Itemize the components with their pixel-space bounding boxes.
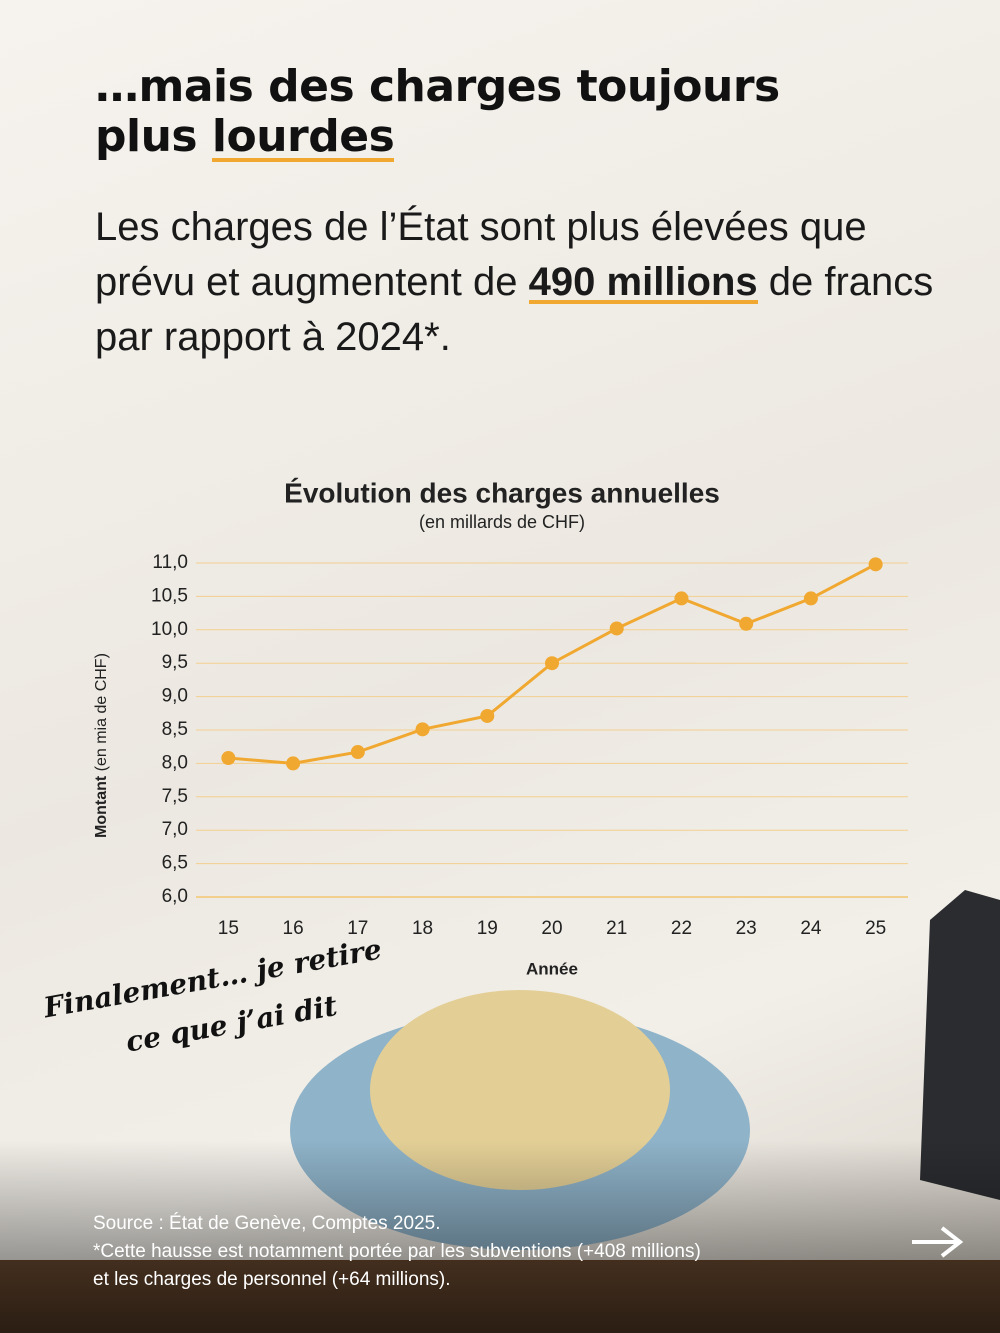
x-tick-label: 19 [477,918,498,939]
y-tick-label: 8,0 [162,752,188,773]
x-tick-label: 24 [800,918,822,939]
x-tick-label: 16 [283,918,304,939]
chart-subtitle: (en millards de CHF) [419,512,585,532]
y-tick-label: 9,5 [162,652,188,673]
data-point [674,591,689,606]
data-point [350,745,365,760]
chart-title: Évolution des charges annuelles [284,477,720,508]
x-tick-label: 23 [736,918,757,939]
data-point [415,722,430,737]
x-tick-label: 17 [347,918,368,939]
data-point [221,751,236,766]
shade [0,1140,1000,1333]
data-point [609,621,624,636]
heading: …mais des charges toujours plus lourdes [95,61,780,162]
x-tick-label: 21 [606,918,627,939]
x-tick-label: 15 [218,918,239,939]
next-arrow[interactable] [912,1226,964,1258]
data-point [480,708,495,723]
data-point [868,557,883,572]
x-tick-label: 18 [412,918,433,939]
y-tick-label: 6,0 [162,886,188,907]
y-tick-label: 7,5 [162,786,188,807]
y-tick-label: 8,5 [162,719,188,740]
y-tick-label: 10,0 [151,619,188,640]
y-tick-label: 6,5 [162,853,188,874]
data-point [739,616,754,631]
chart: Évolution des charges annuelles (en mill… [93,477,908,978]
y-tick-label: 7,0 [162,819,188,840]
x-axis-label: Année [526,959,578,978]
monitor [920,890,1000,1200]
x-tick-label: 22 [671,918,692,939]
intro: Les charges de l’État sont plus élevées … [95,205,934,359]
data-point [286,756,301,771]
x-tick-label: 20 [541,918,562,939]
footer: Source : État de Genève, Comptes 2025. *C… [93,1213,701,1290]
data-point [545,656,559,671]
x-tick-label: 25 [865,918,886,939]
y-tick-label: 11,0 [152,552,188,573]
y-axis-label: Montant (en mia de CHF) [93,653,110,838]
data-point [803,591,818,606]
y-tick-label: 9,0 [162,686,188,707]
y-tick-label: 10,5 [151,585,188,606]
